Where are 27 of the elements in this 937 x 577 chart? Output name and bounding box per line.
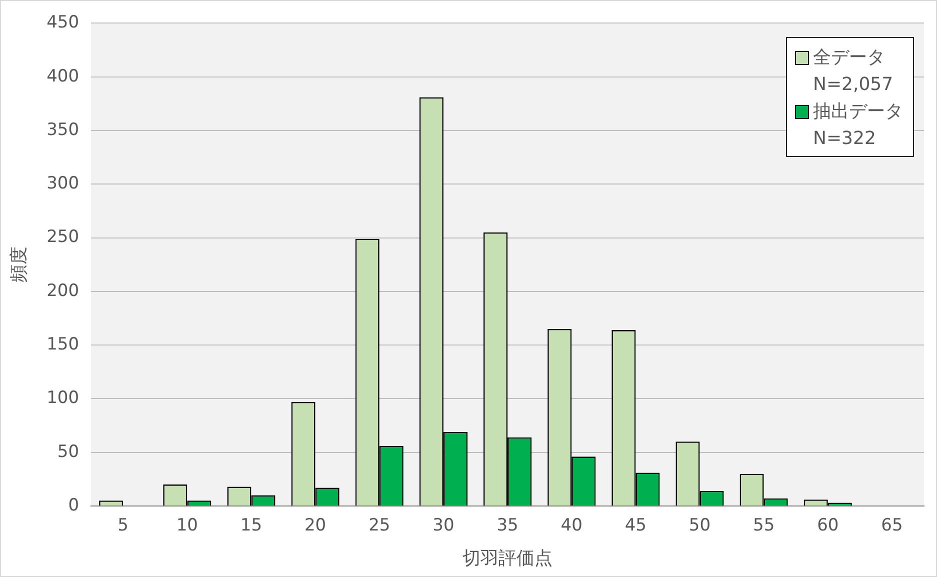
x-tick-label: 60: [817, 516, 839, 536]
y-tick-label: 200: [46, 280, 80, 301]
y-axis-title: 頻度: [8, 246, 30, 283]
x-tick-label: 20: [304, 516, 326, 536]
x-tick-label: 55: [752, 516, 775, 536]
x-axis-title: 切羽評価点: [462, 548, 553, 569]
x-tick-label: 30: [432, 516, 454, 536]
legend-label: 全データ N=2,057: [813, 46, 894, 97]
x-tick-label: 50: [688, 516, 711, 536]
x-tick-label: 35: [496, 516, 518, 536]
y-tick-label: 150: [46, 334, 80, 354]
x-tick-label: 40: [560, 516, 582, 536]
x-tick-label: 45: [624, 516, 646, 536]
y-tick-label: 50: [57, 442, 80, 462]
y-tick-label: 450: [46, 12, 80, 33]
x-tick-label: 10: [176, 516, 198, 536]
y-tick-label: 0: [68, 495, 80, 516]
x-tick-label: 15: [240, 516, 262, 536]
y-tick-label: 400: [46, 66, 80, 86]
y-tick-label: 350: [46, 120, 80, 140]
x-tick-label: 5: [118, 516, 128, 536]
y-tick-label: 100: [46, 388, 80, 408]
legend-label: 抽出データ N=322: [813, 100, 903, 151]
x-tick-label: 65: [881, 516, 903, 536]
x-tick-label: 25: [368, 516, 390, 536]
y-tick-label: 300: [46, 174, 80, 194]
y-tick-label: 250: [46, 227, 80, 248]
